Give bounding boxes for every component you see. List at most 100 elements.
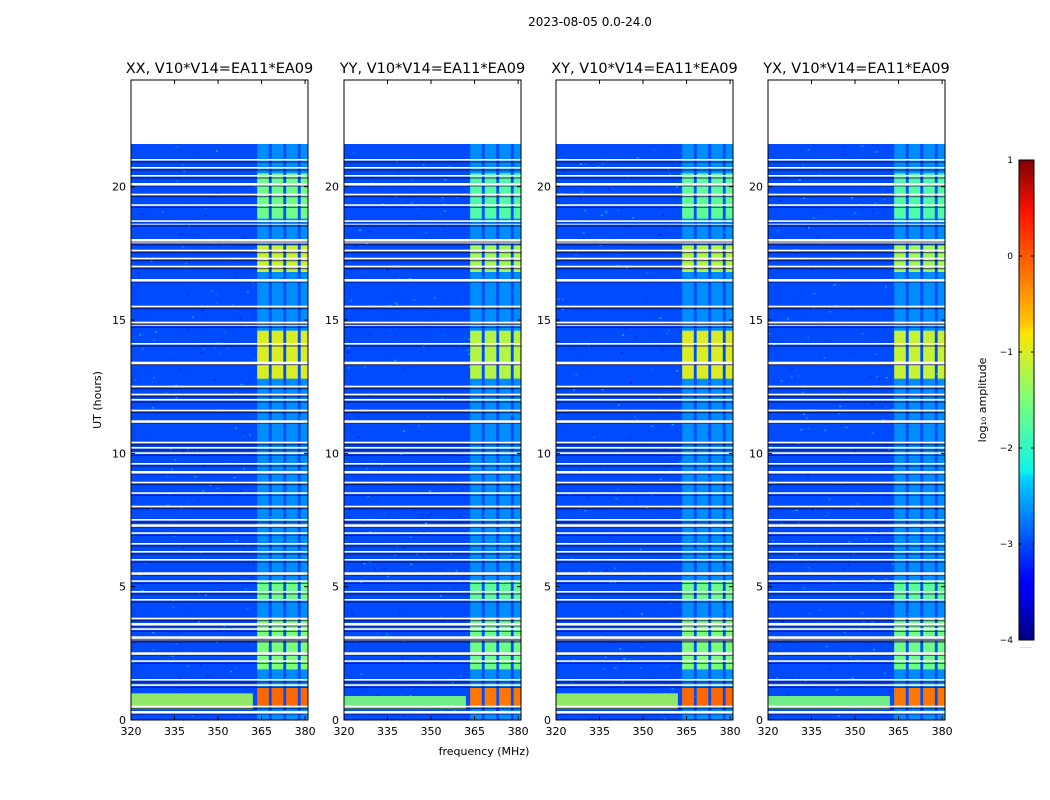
- noise-speckle: [679, 461, 682, 463]
- noise-speckle: [571, 558, 574, 560]
- rfi-burst: [711, 618, 723, 670]
- rfi-burst: [908, 330, 921, 379]
- noise-speckle: [358, 486, 361, 488]
- noise-speckle: [694, 695, 697, 697]
- noise-speckle: [145, 675, 148, 677]
- noise-speckle: [601, 565, 603, 568]
- noise-speckle: [360, 673, 363, 675]
- flag-edge: [131, 388, 308, 390]
- panel-title: YY, V10*V14=EA11*EA09: [339, 61, 525, 77]
- noise-speckle: [724, 245, 727, 247]
- flagged-row: [344, 684, 521, 686]
- noise-speckle: [453, 710, 456, 712]
- panel-3: XY, V10*V14=EA11*EA09 320 335 350 365 380 0 5 10…: [537, 61, 741, 738]
- y-tick-label: 5: [756, 581, 763, 594]
- noise-speckle: [587, 571, 590, 573]
- noise-speckle: [403, 715, 406, 717]
- flagged-row: [768, 321, 945, 324]
- noise-speckle: [825, 515, 827, 517]
- noise-speckle: [443, 618, 446, 621]
- flagged-row: [556, 420, 733, 424]
- flag-edge: [768, 225, 945, 227]
- flag-edge: [131, 508, 308, 510]
- noise-speckle: [854, 330, 857, 332]
- noise-speckle: [255, 328, 258, 331]
- flag-edge: [556, 252, 733, 254]
- noise-speckle: [640, 245, 643, 248]
- flagged-row: [768, 492, 945, 494]
- flagged-row: [556, 660, 733, 662]
- noise-speckle: [348, 347, 351, 349]
- flagged-row: [768, 505, 945, 508]
- flagged-row: [131, 532, 308, 534]
- flag-edge: [768, 534, 945, 536]
- noise-speckle: [592, 597, 595, 600]
- noise-speckle: [197, 621, 200, 623]
- rfi-burst: [513, 618, 521, 670]
- noise-speckle: [819, 356, 822, 358]
- noise-speckle: [346, 351, 349, 353]
- noise-speckle: [644, 578, 647, 580]
- noise-speckle: [772, 540, 775, 542]
- noise-speckle: [243, 468, 245, 470]
- flag-edge: [556, 545, 733, 547]
- x-tick-label: 320: [758, 725, 779, 738]
- noise-speckle: [425, 400, 428, 402]
- flagged-row: [344, 265, 521, 268]
- noise-speckle: [780, 380, 783, 382]
- flagged-row: [344, 361, 521, 365]
- noise-speckle: [463, 531, 466, 533]
- noise-speckle: [410, 563, 413, 566]
- flag-edge: [768, 268, 945, 270]
- noise-speckle: [413, 299, 416, 302]
- noise-speckle: [430, 306, 433, 309]
- noise-speckle: [865, 538, 868, 540]
- noise-speckle: [639, 334, 642, 337]
- flag-edge: [556, 561, 733, 563]
- noise-speckle: [884, 567, 887, 569]
- flagged-row: [556, 183, 733, 186]
- noise-speckle: [394, 359, 397, 362]
- rfi-burst: [271, 173, 284, 219]
- flag-edge: [131, 260, 308, 262]
- flagged-row: [768, 599, 945, 601]
- flagged-row: [768, 420, 945, 424]
- noise-speckle: [401, 657, 404, 660]
- rfi-burst: [470, 173, 482, 219]
- noise-speckle: [854, 449, 856, 452]
- noise-speckle: [210, 290, 213, 292]
- flagged-row: [556, 628, 733, 630]
- flagged-row: [768, 220, 945, 222]
- noise-speckle: [779, 644, 782, 647]
- noise-speckle: [254, 358, 257, 361]
- noise-speckle: [639, 667, 642, 669]
- noise-speckle: [133, 718, 135, 720]
- flagged-row: [131, 441, 308, 444]
- noise-speckle: [410, 202, 413, 204]
- noise-speckle: [192, 203, 195, 205]
- rfi-burst: [711, 688, 723, 707]
- rfi-burst: [725, 330, 733, 379]
- rfi-burst: [286, 173, 298, 219]
- noise-speckle: [387, 575, 390, 578]
- flag-edge: [344, 508, 521, 510]
- noise-speckle: [352, 373, 355, 375]
- noise-speckle: [863, 157, 866, 159]
- noise-speckle: [873, 213, 876, 216]
- rfi-burst: [696, 330, 709, 379]
- noise-speckle: [365, 467, 368, 470]
- rfi-burst: [271, 688, 284, 707]
- noise-speckle: [556, 340, 559, 343]
- flagged-row: [344, 420, 521, 424]
- flag-edge: [556, 241, 733, 243]
- noise-speckle: [797, 443, 800, 445]
- noise-speckle: [624, 327, 627, 329]
- noise-speckle: [708, 477, 711, 480]
- colorbar-tick-label: −3: [1000, 540, 1013, 550]
- noise-speckle: [796, 168, 799, 170]
- noise-speckle: [871, 403, 874, 405]
- noise-speckle: [776, 677, 779, 679]
- noise-speckle: [604, 656, 607, 659]
- noise-speckle: [608, 188, 610, 190]
- noise-speckle: [778, 216, 781, 219]
